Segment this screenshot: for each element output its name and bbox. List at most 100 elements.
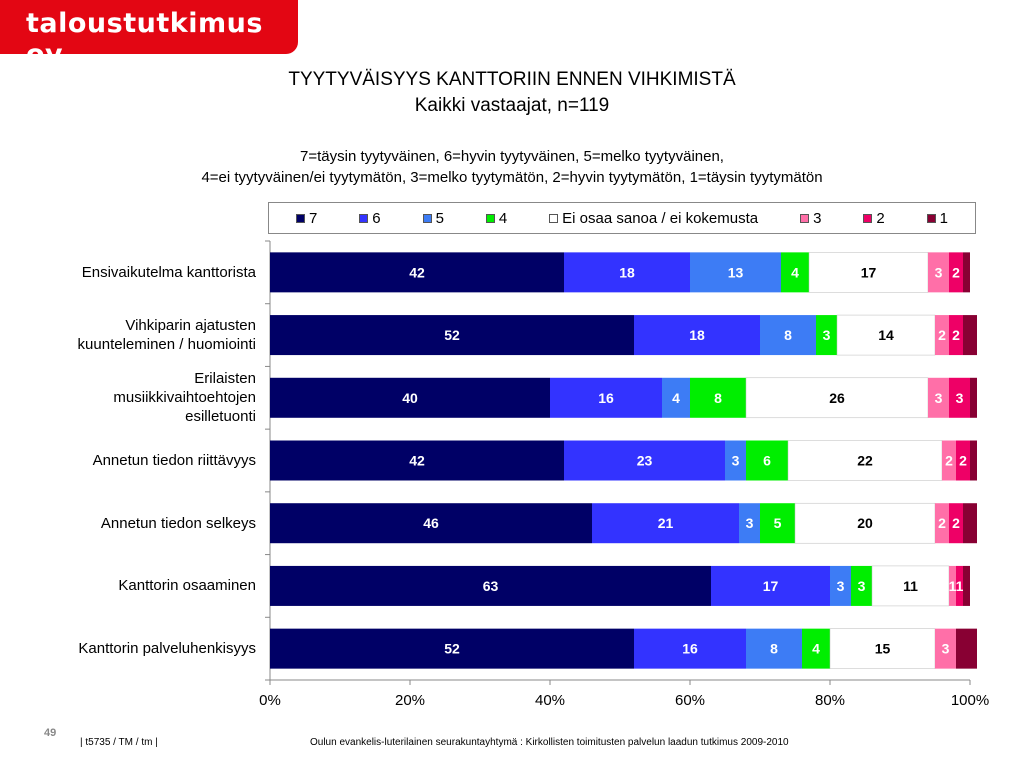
bar-segment: [270, 377, 550, 418]
data-label: 3: [837, 578, 845, 594]
bar-segment: [829, 628, 936, 669]
brand-logo: taloustutkimus oy: [0, 0, 298, 70]
bar-segment: [816, 315, 837, 356]
category-label-line: Annetun tiedon riittävyys: [92, 452, 256, 469]
category-label: Vihkiparin ajatusten kuunteleminen / huom…: [16, 316, 256, 354]
legend-label: 6: [372, 209, 381, 227]
data-label: 3: [956, 390, 964, 406]
bar-segment: [794, 502, 936, 544]
bar-segment: [942, 440, 956, 481]
bar-segment: [739, 503, 760, 544]
data-label: 2: [952, 264, 960, 280]
bar-segment: [634, 628, 746, 669]
data-label: 6: [763, 453, 771, 469]
bar-segment: [928, 252, 949, 293]
category-label-line: Vihkiparin ajatusten: [125, 317, 256, 335]
x-tick-label: 100%: [951, 692, 989, 709]
bar-segment: [935, 503, 949, 544]
legend-label: Ei osaa sanoa / ei kokemusta: [562, 209, 759, 227]
legend-item: 3: [800, 210, 821, 227]
brand-name: taloustutkimus oy: [26, 8, 263, 70]
bar-segment: [725, 440, 746, 481]
legend-item: 6: [359, 209, 381, 227]
category-label-line: kuunteleminen / huomiointi: [77, 336, 256, 354]
x-tick-label: 20%: [395, 692, 425, 709]
chart-subtitle: Kaikki vastaajat, n=119: [414, 95, 610, 116]
data-label: 3: [858, 578, 866, 594]
bar-segment: [963, 565, 970, 606]
data-label: 18: [619, 264, 635, 280]
category-label-line: Kanttorin palveluhenkisyys: [78, 640, 256, 658]
legend-label: 3: [813, 209, 822, 227]
bar-segment: [963, 315, 977, 356]
bar-segment: [787, 440, 943, 481]
data-label: 2: [938, 515, 946, 531]
category-label: Kanttorin palveluhenkisyys: [16, 639, 256, 658]
data-label: 63: [483, 578, 499, 594]
data-label: 16: [682, 641, 698, 657]
bar-segment: [690, 252, 781, 293]
category-label: Annetun tiedon selkeys: [16, 514, 256, 533]
bar-segment: [760, 503, 795, 544]
bar-segment: [781, 252, 809, 293]
bar-segment: [564, 440, 725, 481]
data-label: 42: [409, 453, 425, 469]
data-label: 52: [444, 641, 460, 657]
data-label: 11: [903, 578, 918, 594]
category-label-line: Annetun tiedon selkeys: [100, 514, 256, 532]
bar-segment: [928, 377, 949, 418]
data-label: 3: [942, 641, 950, 657]
category-label-line: musiikkivaihtoehtojen: [113, 389, 256, 407]
category-label: Annetun tiedon riittävyys: [16, 451, 256, 470]
legend-item: Ei osaa sanoa / ei kokemusta: [549, 210, 758, 227]
bar-segment: [564, 252, 690, 293]
data-label: 42: [409, 264, 425, 280]
bar-segment: [270, 503, 592, 544]
bar-segment: [270, 440, 564, 481]
legend-label: 2: [876, 209, 885, 227]
bar-segment: [836, 314, 936, 356]
bar-segment: [662, 377, 690, 418]
bar-segment: [592, 503, 739, 544]
data-label: 23: [637, 453, 653, 469]
bar-segment: [808, 252, 929, 293]
data-label: 3: [935, 264, 943, 280]
bar-segment: [746, 440, 788, 481]
category-label: Kanttorin osaaminen: [16, 576, 256, 595]
chart-legend: 7 6 5 4 Ei osaa sanoa / ei kokemusta 3 2 1: [268, 202, 976, 234]
bar-segment: [949, 252, 963, 293]
data-label: 3: [746, 515, 754, 531]
data-label: 46: [423, 515, 439, 531]
x-tick-label: 80%: [815, 692, 845, 709]
bar-segment: [270, 315, 634, 356]
bar-segment: [690, 377, 746, 418]
bar-segment: [711, 565, 830, 606]
bar-segment: [550, 377, 662, 418]
x-tick-label: 60%: [675, 692, 705, 709]
category-label-line: Ensivaikutelma kanttorista: [81, 263, 256, 281]
data-label: 1: [956, 578, 964, 594]
legend-label: 7: [308, 209, 318, 227]
x-tick-label: 0%: [259, 692, 281, 709]
footer-project-code: | t5735 / TM / tm |: [80, 737, 158, 748]
category-label-line: Kanttorin osaaminen: [118, 577, 256, 595]
bar-segment: [949, 315, 963, 356]
legend-item: 1: [926, 209, 948, 227]
legend-item: 7: [295, 209, 318, 227]
data-label: 2: [952, 515, 960, 531]
bar-segment: [830, 565, 851, 606]
legend-label: 5: [435, 209, 444, 227]
bar-segment: [956, 440, 970, 481]
category-label: Ensivaikutelma kanttorista: [16, 263, 256, 282]
bar-segment: [970, 440, 977, 481]
data-label: 18: [689, 327, 705, 343]
x-tick-label: 40%: [535, 692, 565, 709]
category-label-line: Erilaisten: [194, 370, 256, 388]
bar-segment: [935, 315, 949, 356]
bar-segment: [935, 628, 956, 669]
legend-label: 1: [939, 209, 948, 227]
bar-segment: [970, 377, 977, 418]
bar-segment: [270, 628, 634, 669]
data-label: 4: [672, 390, 680, 406]
data-label: 1: [949, 578, 957, 594]
